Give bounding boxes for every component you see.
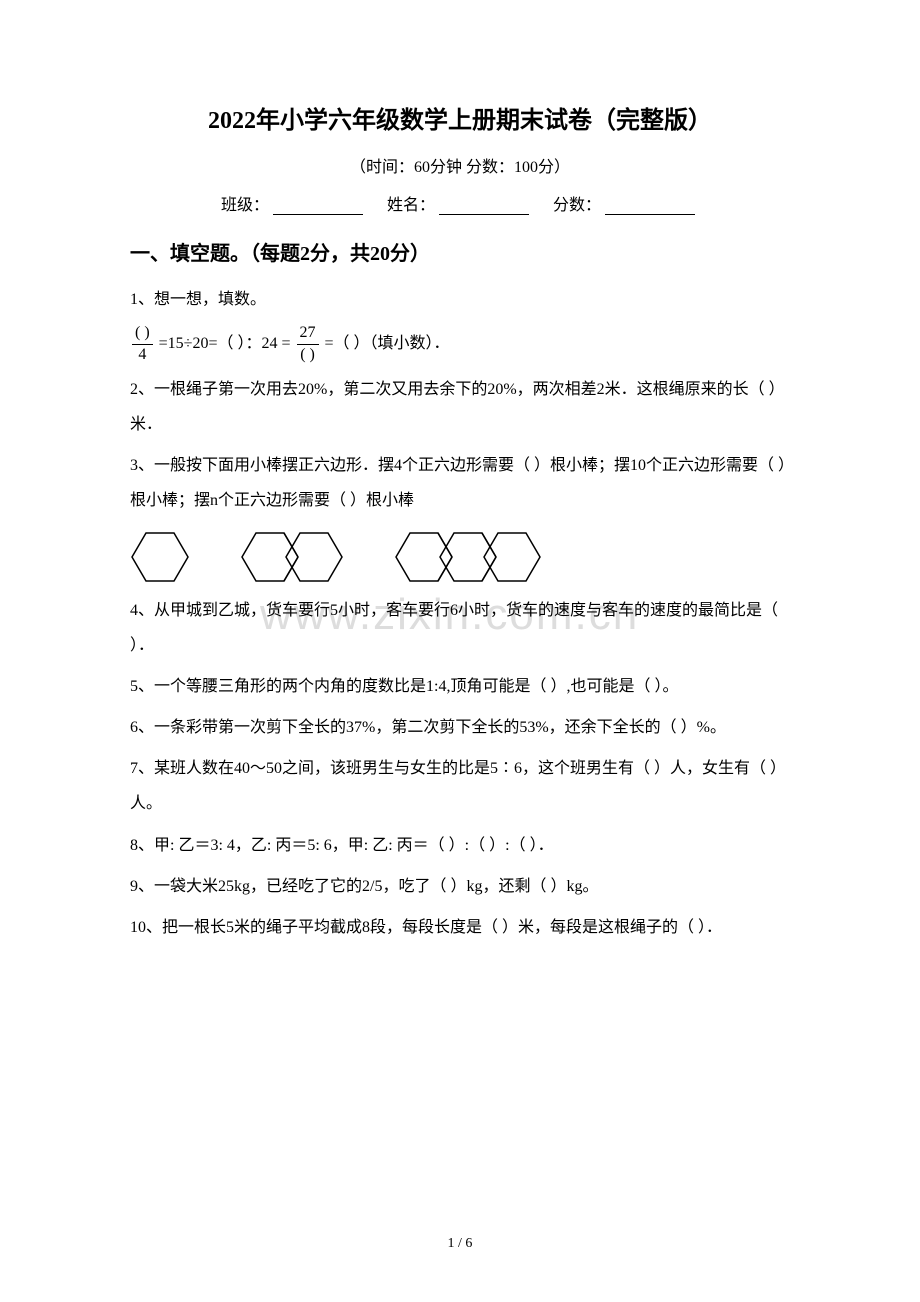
- equation-text-1: =15÷20=（ ）：24 =: [159, 335, 295, 352]
- question-6: 6、一条彩带第一次剪下全长的37%，第二次剪下全长的53%，还余下全长的（ ）%…: [130, 710, 790, 745]
- question-3: 3、一般按下面用小棒摆正六边形．摆4个正六边形需要（ ）根小棒；摆10个正六边形…: [130, 448, 790, 518]
- hexagon-diagram-row: [130, 529, 790, 585]
- question-4: 4、从甲城到乙城，货车要行5小时，客车要行6小时，货车的速度与客车的速度的最简比…: [130, 593, 790, 663]
- student-info-line: 班级： 姓名： 分数：: [130, 191, 790, 215]
- subtitle: （时间：60分钟 分数：100分）: [130, 153, 790, 177]
- fraction-1: ( ) 4: [132, 323, 153, 366]
- question-5: 5、一个等腰三角形的两个内角的度数比是1:4,顶角可能是（ ）,也可能是（ ）。: [130, 669, 790, 704]
- fraction-2-denominator: ( ): [297, 345, 319, 366]
- class-blank: [273, 197, 363, 215]
- question-2: 2、一根绳子第一次用去20%，第二次又用去余下的20%，两次相差2米．这根绳原来…: [130, 372, 790, 442]
- hexagon-double: [240, 529, 344, 585]
- fraction-1-denominator: 4: [132, 345, 153, 366]
- equation-text-2: =（ ）（填小数）．: [325, 335, 450, 352]
- hexagon-triple: [394, 529, 542, 585]
- question-10: 10、把一根长5米的绳子平均截成8段，每段长度是（ ）米，每段是这根绳子的（ ）…: [130, 910, 790, 945]
- hexagon-single: [130, 529, 190, 585]
- page-number: 1 / 6: [0, 1236, 920, 1252]
- name-label: 姓名：: [387, 197, 435, 214]
- score-label: 分数：: [553, 197, 601, 214]
- fraction-2: 27 ( ): [297, 323, 319, 366]
- section-1-header: 一、填空题。（每题2分，共20分）: [130, 237, 790, 266]
- name-blank: [439, 197, 529, 215]
- page-content: 2022年小学六年级数学上册期末试卷（完整版） （时间：60分钟 分数：100分…: [130, 100, 790, 945]
- fraction-1-numerator: ( ): [132, 323, 153, 345]
- score-blank: [605, 197, 695, 215]
- page-title: 2022年小学六年级数学上册期末试卷（完整版）: [130, 100, 790, 135]
- fraction-2-numerator: 27: [297, 323, 319, 345]
- question-8: 8、甲: 乙＝3: 4，乙: 丙＝5: 6，甲: 乙: 丙＝（ ）:（ ）:（ …: [130, 828, 790, 863]
- question-1-equation: ( ) 4 =15÷20=（ ）：24 = 27 ( ) =（ ）（填小数）．: [130, 323, 790, 366]
- question-9: 9、一袋大米25kg，已经吃了它的2/5，吃了（ ）kg，还剩（ ）kg。: [130, 869, 790, 904]
- question-1-intro: 1、想一想，填数。: [130, 282, 790, 317]
- question-7: 7、某班人数在40～50之间，该班男生与女生的比是5∶6，这个班男生有（ ）人，…: [130, 751, 790, 821]
- class-label: 班级：: [221, 197, 269, 214]
